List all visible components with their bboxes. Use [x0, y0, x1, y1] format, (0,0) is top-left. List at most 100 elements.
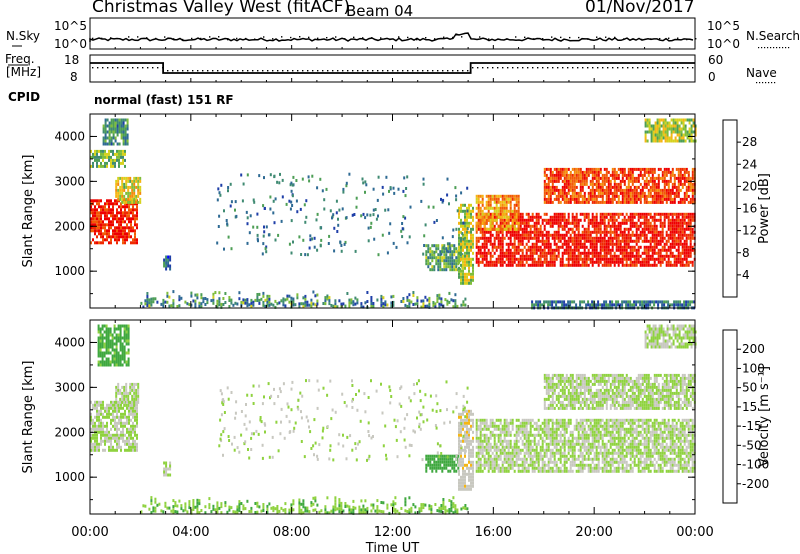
scatter-cell: [669, 227, 672, 231]
scatter-cell: [669, 303, 672, 307]
scatter-cell: [102, 400, 104, 404]
scatter-cell: [629, 179, 632, 183]
scatter-cell: [651, 170, 654, 174]
scatter-cell: [110, 161, 112, 165]
nsearch-dot: [182, 38, 184, 41]
scatter-cell: [483, 242, 486, 246]
scatter-cell: [664, 139, 667, 143]
scatter-cell: [136, 238, 138, 242]
scatter-cell: [691, 215, 694, 219]
scatter-cell: [495, 233, 498, 237]
scatter-cell: [440, 252, 443, 256]
scatter-cell: [664, 136, 667, 140]
scatter-cell: [92, 403, 94, 407]
scatter-cell: [340, 244, 343, 247]
scatter-cell: [276, 180, 279, 184]
scatter-cell: [689, 251, 692, 255]
scatter-cell: [667, 233, 670, 237]
scatter-cell: [551, 257, 554, 261]
scatter-cell: [599, 191, 602, 195]
scatter-cell: [204, 297, 207, 300]
scatter-cell: [455, 250, 458, 254]
scatter-cell: [112, 229, 114, 233]
scatter-cell: [356, 298, 359, 302]
scatter-cell: [587, 197, 590, 201]
scatter-cell: [545, 257, 548, 261]
scatter-cell: [653, 215, 656, 219]
scatter-cell: [637, 254, 640, 258]
scatter-cell: [559, 212, 562, 216]
scatter-cell: [340, 305, 343, 309]
scatter-cell: [116, 226, 118, 230]
scatter-cell: [673, 227, 676, 231]
scatter-cell: [443, 268, 446, 272]
scatter-cell: [651, 185, 654, 189]
scatter-cell: [90, 445, 92, 449]
scatter-cell: [487, 209, 490, 213]
scatter-cell: [102, 430, 104, 434]
scatter-cell: [108, 199, 110, 203]
scatter-cell: [505, 230, 508, 234]
scatter-cell: [675, 239, 678, 243]
scatter-cell: [561, 167, 564, 171]
scatter-cell: [541, 236, 544, 240]
scatter-cell: [169, 255, 172, 259]
scatter-cell: [139, 176, 142, 180]
scatter-cell: [545, 191, 548, 195]
scatter-cell: [458, 266, 460, 270]
nsearch-dot: [92, 37, 94, 40]
scatter-cell: [132, 442, 134, 446]
scatter-cell: [331, 216, 333, 220]
scatter-cell: [579, 194, 582, 198]
scatter-cell: [453, 268, 456, 272]
scatter-cell: [565, 182, 568, 186]
scatter-cell: [549, 194, 552, 198]
scatter-cell: [364, 180, 367, 184]
scatter-cell: [635, 236, 638, 240]
scatter-cell: [114, 121, 117, 125]
scatter-cell: [410, 300, 413, 304]
scatter-cell: [116, 424, 118, 428]
scatter-cell: [674, 124, 677, 128]
scatter-cell: [130, 235, 132, 239]
scatter-cell: [605, 170, 608, 174]
nsearch-legend-dot: [776, 47, 778, 49]
scatter-cell: [118, 421, 120, 425]
scatter-cell: [122, 241, 124, 245]
scatter-cell: [412, 294, 415, 297]
scatter-cell: [677, 194, 680, 198]
scatter-cell: [689, 303, 692, 307]
scatter-cell: [675, 260, 678, 264]
scatter-cell: [460, 245, 462, 249]
scatter-cell: [661, 239, 664, 243]
scatter-cell: [643, 303, 646, 307]
scatter-cell: [289, 183, 292, 187]
nave-dot: [397, 70, 399, 72]
scatter-cell: [573, 218, 576, 222]
nave-dot: [462, 70, 464, 72]
scatter-cell: [545, 200, 548, 204]
scatter-cell: [683, 221, 686, 225]
scatter-cell: [489, 254, 492, 258]
scatter-cell: [533, 224, 536, 228]
scatter-cell: [573, 170, 576, 174]
scatter-cell: [100, 152, 102, 156]
scatter-cell: [621, 221, 624, 225]
scatter-cell: [663, 300, 666, 304]
scatter-cell: [315, 218, 318, 222]
scatter-cell: [118, 223, 120, 227]
scatter-cell: [677, 221, 680, 225]
scatter-cell: [120, 415, 122, 419]
scatter-cell: [581, 197, 584, 201]
scatter-cell: [102, 226, 104, 230]
scatter-cell: [593, 200, 596, 204]
scatter-cell: [623, 230, 626, 234]
scatter-cell: [571, 197, 574, 201]
scatter-cell: [435, 259, 438, 263]
scatter-cell: [639, 182, 642, 186]
scatter-cell: [651, 233, 654, 237]
scatter-cell: [551, 221, 554, 225]
scatter-cell: [135, 382, 138, 386]
scatter-cell: [304, 294, 307, 298]
scatter-cell: [112, 133, 115, 137]
